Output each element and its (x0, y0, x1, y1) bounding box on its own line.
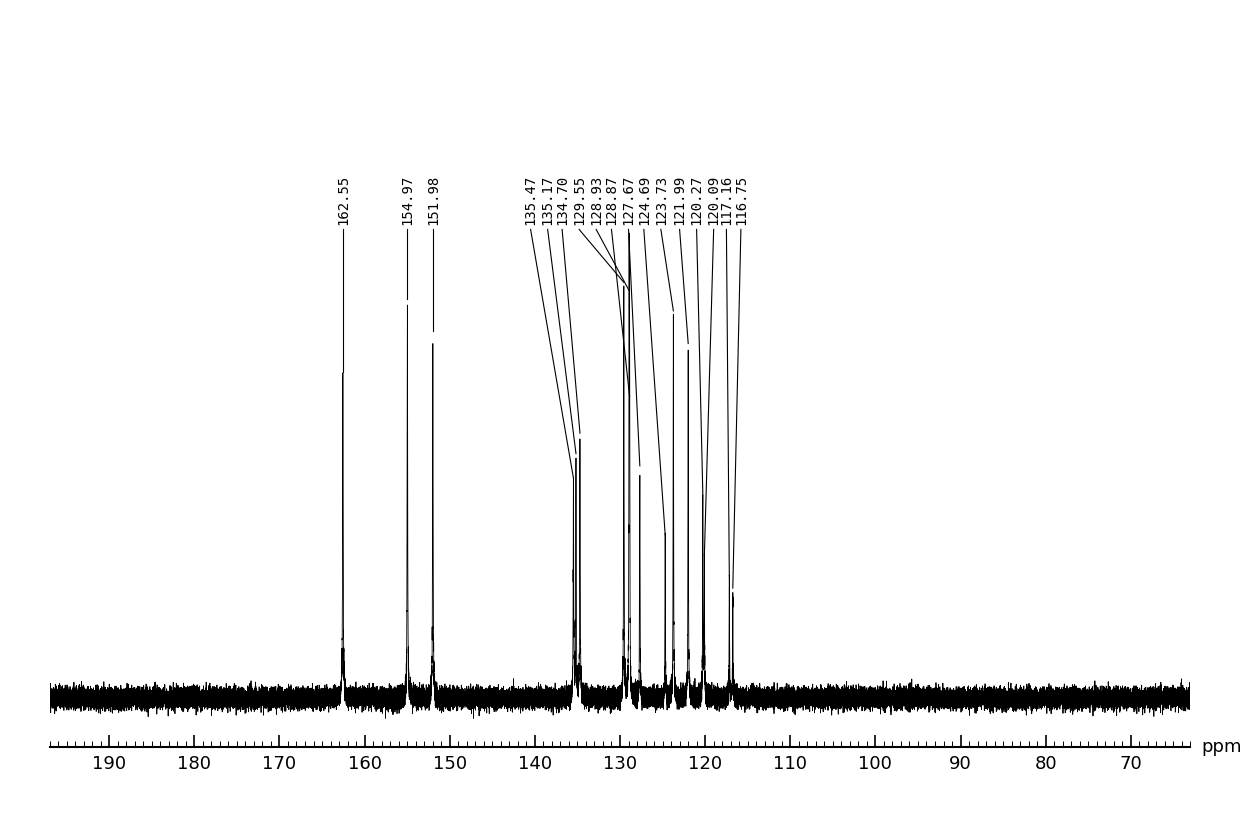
Text: 134.70: 134.70 (556, 175, 569, 225)
Text: 154.97: 154.97 (401, 175, 414, 225)
Text: 120.27: 120.27 (689, 175, 703, 225)
Text: 129.55: 129.55 (572, 175, 587, 225)
Text: 128.87: 128.87 (604, 175, 619, 225)
Text: 124.69: 124.69 (637, 175, 651, 225)
Text: 127.67: 127.67 (621, 175, 636, 225)
Text: 116.75: 116.75 (734, 175, 748, 225)
Text: 135.47: 135.47 (523, 175, 538, 225)
Text: 135.17: 135.17 (541, 175, 554, 225)
Text: 162.55: 162.55 (336, 175, 350, 225)
Text: 151.98: 151.98 (425, 175, 440, 225)
Text: 121.99: 121.99 (672, 175, 687, 225)
Text: 117.16: 117.16 (719, 175, 733, 225)
Text: 123.73: 123.73 (653, 175, 668, 225)
Text: ppm: ppm (1202, 738, 1240, 756)
Text: 128.93: 128.93 (589, 175, 603, 225)
Text: 120.09: 120.09 (707, 175, 720, 225)
